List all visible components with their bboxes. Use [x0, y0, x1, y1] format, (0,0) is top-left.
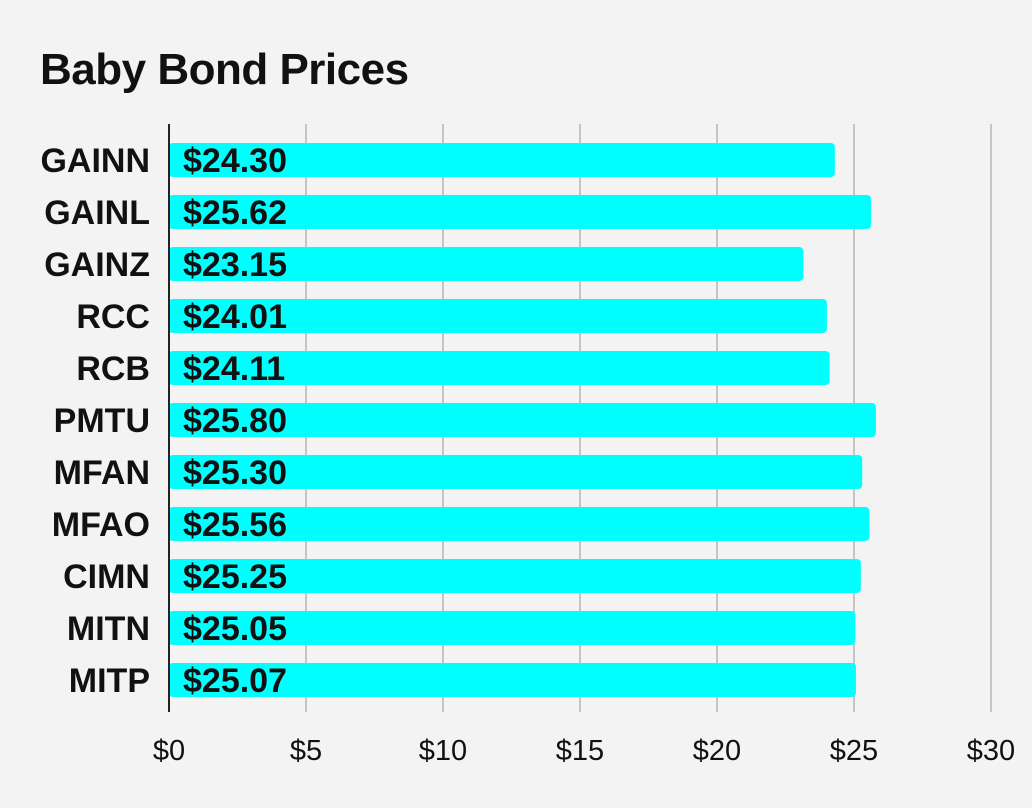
bar [169, 403, 876, 437]
bar [169, 299, 827, 333]
category-label: PMTU [54, 402, 150, 440]
x-tick-label: $30 [967, 735, 1015, 767]
bar [169, 507, 870, 541]
value-label: $25.30 [183, 454, 287, 492]
x-tick-label: $15 [556, 735, 604, 767]
value-label: $25.25 [183, 558, 287, 596]
x-tick-label: $20 [693, 735, 741, 767]
value-label: $25.07 [183, 662, 287, 700]
x-tick-label: $0 [153, 735, 185, 767]
value-label: $25.05 [183, 610, 287, 648]
category-label: GAINZ [44, 246, 150, 284]
value-label: $25.62 [183, 194, 287, 232]
bar [169, 351, 830, 385]
category-label: MITP [69, 662, 150, 700]
chart-title: Baby Bond Prices [40, 45, 409, 94]
value-label: $23.15 [183, 246, 287, 284]
bar [169, 611, 856, 645]
labels: $0 $5 $10 $15 $20 $25 $30 GAINN $24.30 GAINL $25.6… [40, 142, 1015, 767]
value-label: $25.56 [183, 506, 287, 544]
bar [169, 195, 871, 229]
category-label: MITN [67, 610, 150, 648]
bar [169, 663, 856, 697]
bar [169, 143, 835, 177]
category-label: MFAO [52, 506, 150, 544]
category-label: MFAN [54, 454, 150, 492]
category-label: RCB [76, 350, 150, 388]
value-label: $24.30 [183, 142, 287, 180]
value-label: $24.01 [183, 298, 287, 336]
category-label: GAINN [40, 142, 150, 180]
bar [169, 559, 861, 593]
category-label: RCC [76, 298, 150, 336]
category-label: GAINL [44, 194, 150, 232]
bars [169, 143, 876, 697]
value-label: $24.11 [183, 350, 285, 388]
value-label: $25.80 [183, 402, 287, 440]
category-label: CIMN [63, 558, 150, 596]
bar [169, 455, 863, 489]
x-tick-label: $5 [290, 735, 322, 767]
x-tick-label: $10 [419, 735, 467, 767]
bar [169, 247, 804, 281]
x-tick-label: $25 [830, 735, 878, 767]
